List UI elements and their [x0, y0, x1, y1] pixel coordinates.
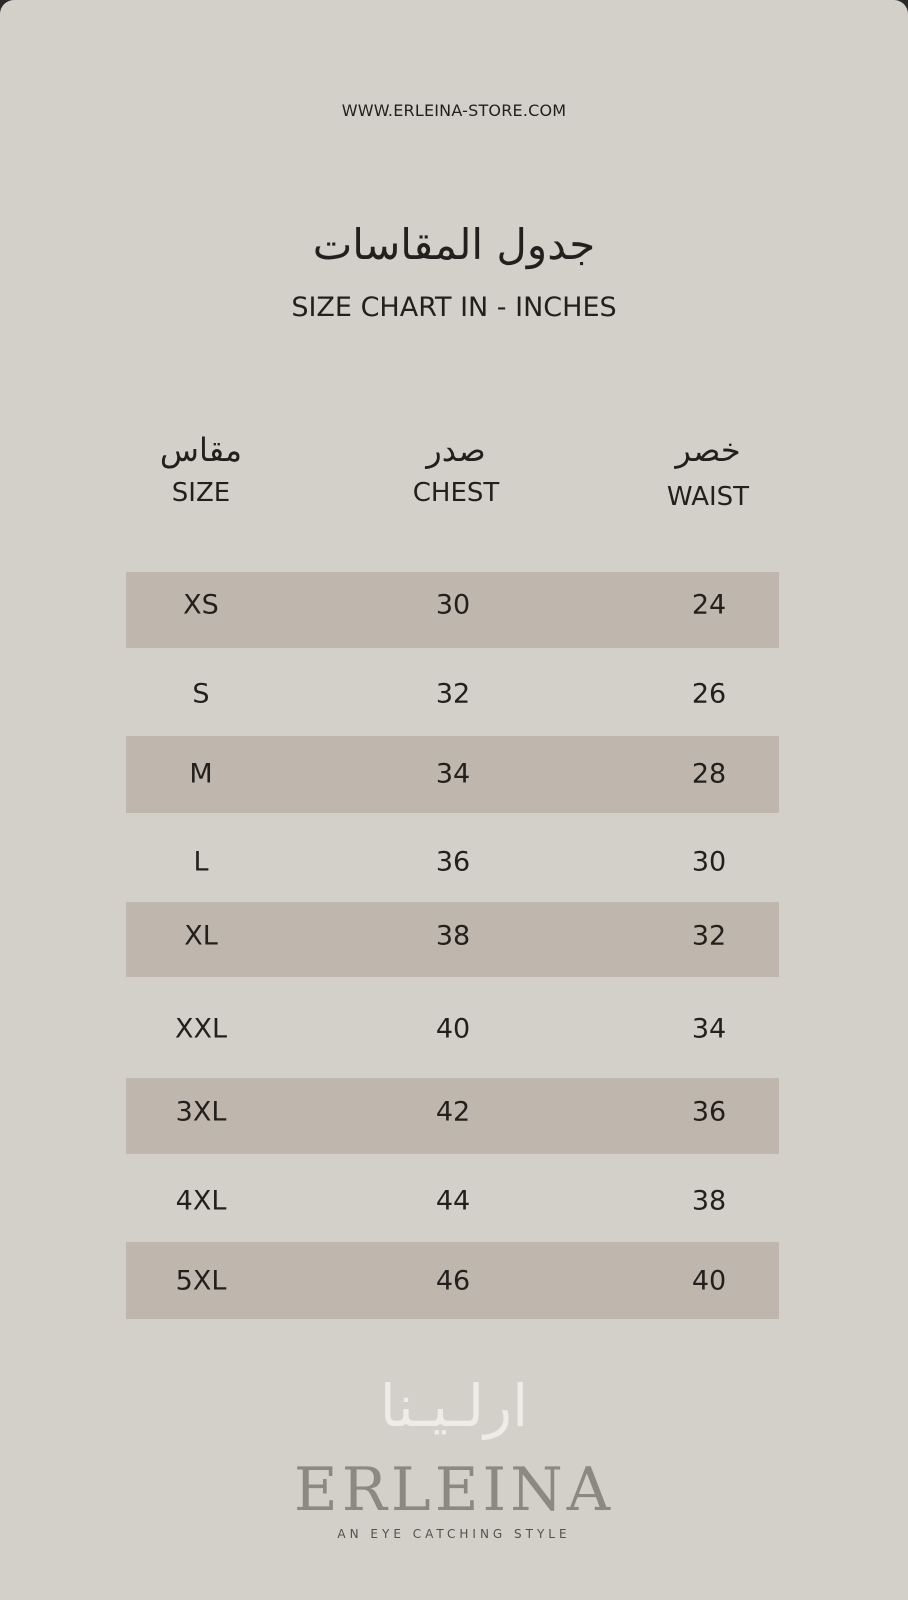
- cell-waist: 40: [691, 1265, 727, 1297]
- cell-size: 4XL: [175, 1185, 227, 1217]
- cell-waist: 30: [691, 846, 727, 878]
- website-url: WWW.ERLEINA-STORE.COM: [341, 101, 567, 120]
- cell-chest: 36: [435, 846, 471, 878]
- cell-waist: 34: [691, 1013, 727, 1045]
- title-english: SIZE CHART IN - INCHES: [291, 292, 617, 323]
- logo-wordmark: ERLEINA: [293, 1455, 615, 1525]
- cell-size: 5XL: [175, 1265, 227, 1297]
- title-arabic: جدول المقاسات: [312, 220, 596, 269]
- cell-waist: 24: [691, 589, 727, 621]
- row-band: [126, 572, 779, 648]
- cell-chest: 42: [435, 1096, 471, 1128]
- cell-waist: 36: [691, 1096, 727, 1128]
- cell-chest: 32: [435, 678, 471, 710]
- header-waist: خصر WAIST: [598, 430, 818, 514]
- cell-size: XS: [183, 589, 219, 621]
- cell-chest: 44: [435, 1185, 471, 1217]
- cell-waist: 26: [691, 678, 727, 710]
- cell-size: L: [193, 846, 209, 878]
- cell-size: XXL: [174, 1013, 228, 1045]
- header-size-en: SIZE: [171, 478, 231, 508]
- cell-waist: 38: [691, 1185, 727, 1217]
- cell-chest: 38: [435, 920, 471, 952]
- cell-size: S: [192, 678, 210, 710]
- row-band: [126, 1242, 779, 1319]
- row-band: [126, 1078, 779, 1154]
- cell-size: 3XL: [175, 1096, 227, 1128]
- row-band: [126, 902, 779, 977]
- header-chest: صدر CHEST: [346, 430, 566, 510]
- cell-chest: 30: [435, 589, 471, 621]
- header-chest-en: CHEST: [412, 478, 500, 508]
- cell-waist: 28: [691, 758, 727, 790]
- header-waist-en: WAIST: [666, 482, 750, 512]
- cell-chest: 40: [435, 1013, 471, 1045]
- header-waist-ar: خصر: [675, 431, 741, 469]
- header-chest-ar: صدر: [426, 431, 486, 469]
- cell-size: M: [189, 758, 213, 790]
- header-size-ar: مقاس: [159, 431, 243, 469]
- cell-size: XL: [184, 920, 218, 952]
- cell-chest: 46: [435, 1265, 471, 1297]
- logo-tagline: AN EYE CATCHING STYLE: [337, 1527, 571, 1541]
- logo-arabic: ارلـيـنا: [379, 1372, 529, 1440]
- cell-chest: 34: [435, 758, 471, 790]
- header-size: مقاس SIZE: [91, 430, 311, 510]
- row-band: [126, 736, 779, 813]
- cell-waist: 32: [691, 920, 727, 952]
